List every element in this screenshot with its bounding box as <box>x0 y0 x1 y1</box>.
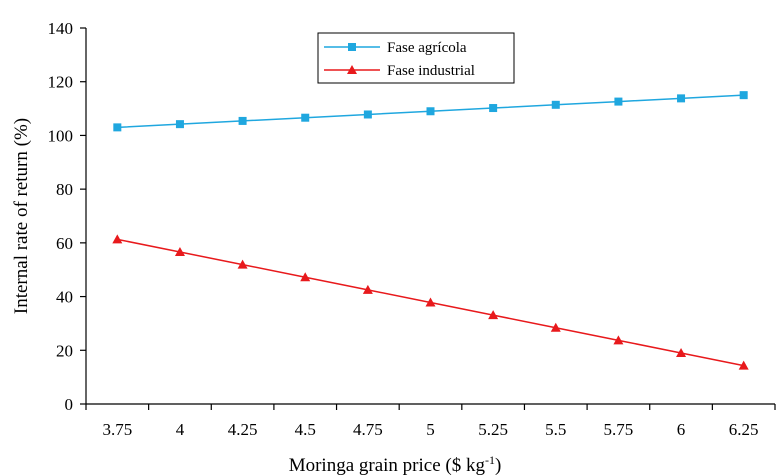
data-point-fase-agricola <box>363 110 372 119</box>
x-tick-label: 5 <box>426 420 435 439</box>
legend-box <box>317 32 515 84</box>
legend-marker-triangle <box>347 65 357 74</box>
data-point-fase-agricola <box>301 113 310 122</box>
y-tick-label: 60 <box>56 234 73 253</box>
y-axis-title: Internal rate of return (%) <box>11 118 32 314</box>
y-tick-label: 0 <box>65 395 74 414</box>
legend-marker-square <box>348 43 356 51</box>
data-point-fase-agricola <box>551 100 560 109</box>
x-tick-label: 4.75 <box>353 420 383 439</box>
x-tick-label: 6 <box>677 420 686 439</box>
data-point-fase-industrial <box>174 246 185 256</box>
y-tick-label: 100 <box>48 126 74 145</box>
y-tick-label: 120 <box>48 73 74 92</box>
data-point-fase-industrial <box>112 234 123 244</box>
y-axis-ticks: 0 20 40 60 80 100 120 140 <box>48 19 86 414</box>
data-point-fase-agricola <box>739 91 748 100</box>
legend: Fase agrícola Fase industrial <box>317 32 515 84</box>
legend-label-fase-industrial: Fase industrial <box>387 63 475 79</box>
x-axis-title: Moringa grain price ($ kg-1) <box>289 453 502 475</box>
data-point-fase-agricola <box>426 107 435 116</box>
data-point-fase-industrial <box>488 310 499 320</box>
data-point-fase-agricola <box>238 116 247 125</box>
data-point-fase-agricola <box>677 94 686 103</box>
y-tick-label: 40 <box>56 288 73 307</box>
y-tick-label: 80 <box>56 180 73 199</box>
data-point-fase-agricola <box>175 120 184 129</box>
data-point-fase-industrial <box>300 272 311 282</box>
data-point-fase-industrial <box>550 322 561 332</box>
x-tick-label: 5.25 <box>478 420 508 439</box>
data-point-fase-industrial <box>362 284 373 294</box>
x-tick-label: 4.25 <box>228 420 258 439</box>
x-axis-ticks: 3.75 4 4.25 4.5 4.75 5 5.25 5.5 5.75 6 6.25 <box>85 404 776 439</box>
data-point-fase-agricola <box>614 97 623 106</box>
data-point-fase-industrial <box>613 335 624 345</box>
data-point-fase-agricola <box>113 123 122 132</box>
x-tick-label: 4.5 <box>295 420 316 439</box>
x-tick-label: 6.25 <box>729 420 759 439</box>
data-point-fase-agricola <box>489 104 498 113</box>
data-point-fase-industrial <box>738 360 749 370</box>
data-point-fase-industrial <box>425 297 436 307</box>
y-tick-label: 140 <box>48 19 74 38</box>
x-tick-label: 4 <box>176 420 185 439</box>
series-layer <box>112 91 749 370</box>
x-tick-label: 5.5 <box>545 420 566 439</box>
data-point-fase-industrial <box>237 259 248 269</box>
y-tick-label: 20 <box>56 341 73 360</box>
data-point-fase-industrial <box>676 347 687 357</box>
x-tick-label: 3.75 <box>102 420 132 439</box>
legend-label-fase-agricola: Fase agrícola <box>387 40 467 56</box>
x-tick-label: 5.75 <box>604 420 634 439</box>
x-axis-title-superscript: -1 <box>485 453 495 467</box>
